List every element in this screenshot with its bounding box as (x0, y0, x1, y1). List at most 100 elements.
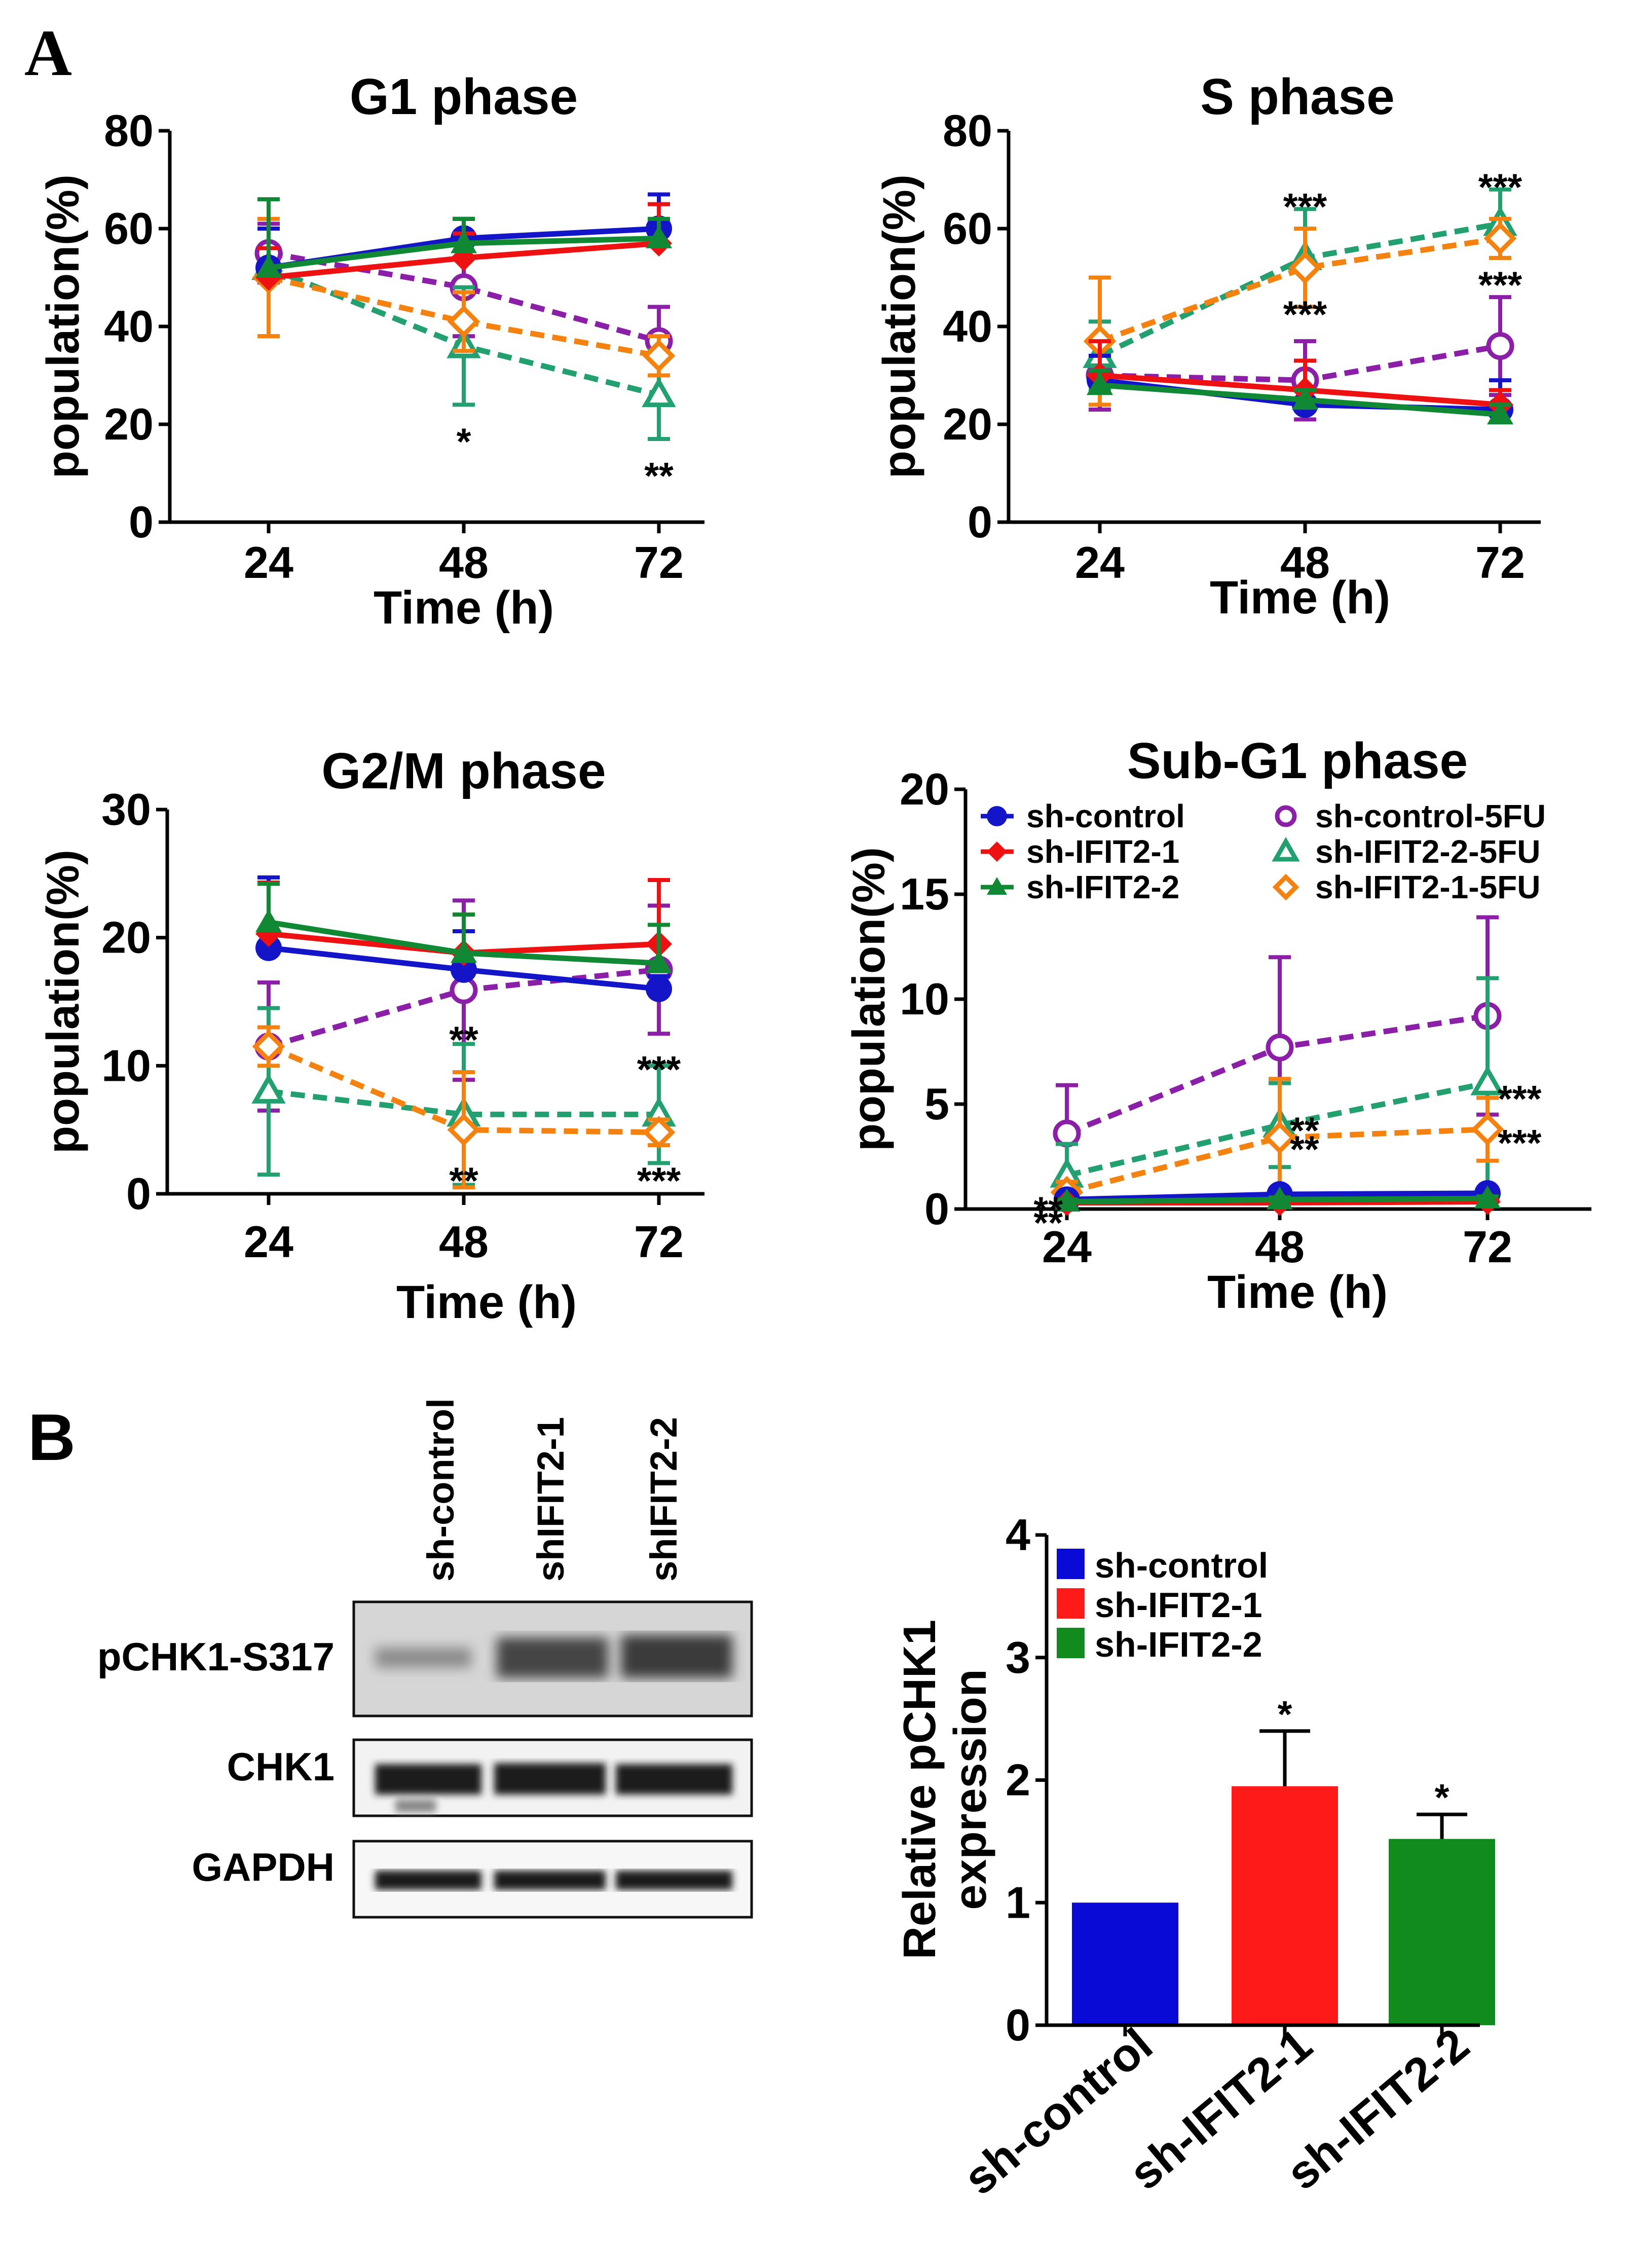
y-tick-label: 15 (900, 869, 949, 919)
data-point (987, 842, 1007, 862)
data-point (255, 909, 282, 932)
legend-swatch (1057, 1628, 1085, 1658)
data-point (1272, 836, 1300, 862)
significance-mark: ** (449, 1160, 478, 1202)
legend-label: sh-IFIT2-2 (1026, 869, 1179, 905)
y-tick-label: 60 (104, 203, 154, 253)
data-point (1087, 372, 1113, 395)
series-line (1066, 1126, 1488, 1195)
x-tick-label: 48 (439, 1217, 489, 1267)
legend-label: sh-IFIT2-1 (1026, 833, 1179, 870)
legend-label: sh-control (1026, 798, 1185, 834)
legend-label: sh-IFIT2-1-5FU (1315, 869, 1540, 905)
data-point (1263, 1121, 1296, 1154)
data-point (252, 1030, 285, 1063)
significance-mark: *** (1478, 166, 1522, 208)
blot-row-label: CHK1 (227, 1744, 335, 1789)
data-point (1486, 332, 1514, 360)
significance-mark: ** (449, 1019, 478, 1061)
y-tick-label: 3 (1006, 1632, 1030, 1682)
series-sh-IFIT2-2 (255, 197, 672, 278)
significance-mark: *** (1498, 1078, 1542, 1120)
chart-title: G1 phase (350, 68, 578, 125)
data-point (987, 806, 1007, 826)
y-tick-label: 40 (943, 301, 992, 351)
data-point (251, 1073, 286, 1104)
chart-title: S phase (1200, 68, 1395, 125)
x-tick-label: 72 (634, 1217, 684, 1267)
s-phase-chart: S phase population(%) Time (h) 0 20 40 60 80 24 4… (874, 68, 1541, 624)
data-point (1483, 222, 1517, 255)
data-point (646, 950, 672, 973)
data-point (642, 1116, 676, 1149)
data-point (1487, 401, 1513, 425)
x-tick-label: 24 (244, 537, 293, 588)
blot-lane-label: shIFIT2-2 (643, 1417, 685, 1582)
blot-band (375, 1871, 732, 1890)
y-axis-label: Relative pCHK1 (895, 1620, 945, 1959)
data-point (451, 956, 477, 983)
data-point (646, 975, 672, 1002)
data-point (1054, 1188, 1080, 1212)
significance-mark: * (457, 420, 471, 462)
blot-row-label: GAPDH (192, 1845, 335, 1889)
legend-swatch (1057, 1588, 1085, 1619)
y-tick-label: 10 (900, 974, 949, 1024)
panel-a-label: A (24, 17, 72, 90)
chart-title: G2/M phase (321, 743, 606, 799)
data-point (642, 377, 676, 408)
legend-item: sh-IFIT2-1-5FU (1272, 869, 1540, 905)
series-sh-IFIT2-2 (1087, 368, 1513, 425)
y-tick-label: 4 (1006, 1510, 1030, 1560)
significance-mark: ** (1290, 1109, 1319, 1151)
legend-label: sh-control-5FU (1315, 798, 1546, 834)
series-sh-IFIT2-2-5FU (1050, 976, 1505, 1209)
blot-band (375, 1635, 732, 1678)
y-tick-label: 20 (900, 764, 949, 814)
data-point (646, 225, 672, 248)
bar-sh-control (1072, 1903, 1178, 2025)
significance-mark: ** (644, 455, 674, 497)
significance-mark: *** (1283, 293, 1327, 335)
legend-item: sh-control (981, 798, 1185, 834)
y-tick-label: 60 (943, 203, 992, 253)
y-tick-label: 20 (104, 399, 154, 449)
x-tick-label: 48 (439, 537, 489, 588)
significance-mark: ** (1033, 1189, 1063, 1231)
series-line (1098, 221, 1501, 358)
significance-mark: * (1435, 1776, 1450, 1818)
series-sh-IFIT2-1-5FU (1083, 216, 1517, 407)
x-tick-label: 24 (1075, 537, 1125, 588)
legend-label: sh-IFIT2-1 (1095, 1585, 1262, 1625)
y-tick-label: 0 (968, 497, 992, 547)
blot-lane-label: sh-control (420, 1398, 462, 1582)
series-sh-IFIT2-2 (255, 882, 672, 973)
y-tick-label: 80 (104, 105, 154, 156)
series-sh-IFIT2-1-5FU (252, 1025, 676, 1190)
legend-item: sh-IFIT2-2-5FU (1272, 833, 1540, 870)
data-point (255, 254, 282, 278)
y-axis-label: population(%) (38, 850, 89, 1154)
x-tick-label: 48 (1255, 1222, 1305, 1272)
data-point (451, 230, 477, 253)
y-tick-label: 40 (104, 301, 154, 351)
data-point (255, 934, 282, 961)
significance-mark: *** (1498, 1122, 1542, 1164)
data-point (451, 939, 477, 963)
series-line (1099, 235, 1501, 344)
x-axis-label: Time (h) (1210, 572, 1390, 624)
data-point (642, 339, 676, 373)
x-tick-label: 72 (1475, 537, 1525, 588)
y-tick-label: 1 (1006, 1877, 1030, 1927)
series-sh-IFIT2-2 (1054, 1185, 1501, 1212)
data-point (1474, 1185, 1501, 1209)
significance-mark: ** (1033, 1201, 1063, 1243)
y-tick-label: 0 (924, 1184, 949, 1234)
y-axis-label: population(%) (874, 174, 925, 479)
g1-phase-chart: G1 phase population(%) Time (h) 0 20 40 60 80 24… (38, 68, 704, 634)
legend-label: sh-IFIT2-2-5FU (1315, 833, 1540, 870)
legend-item: sh-control-5FU (1275, 798, 1546, 834)
data-point (1470, 1065, 1505, 1095)
data-point (1292, 386, 1318, 410)
y-axis-label: population(%) (38, 174, 89, 479)
